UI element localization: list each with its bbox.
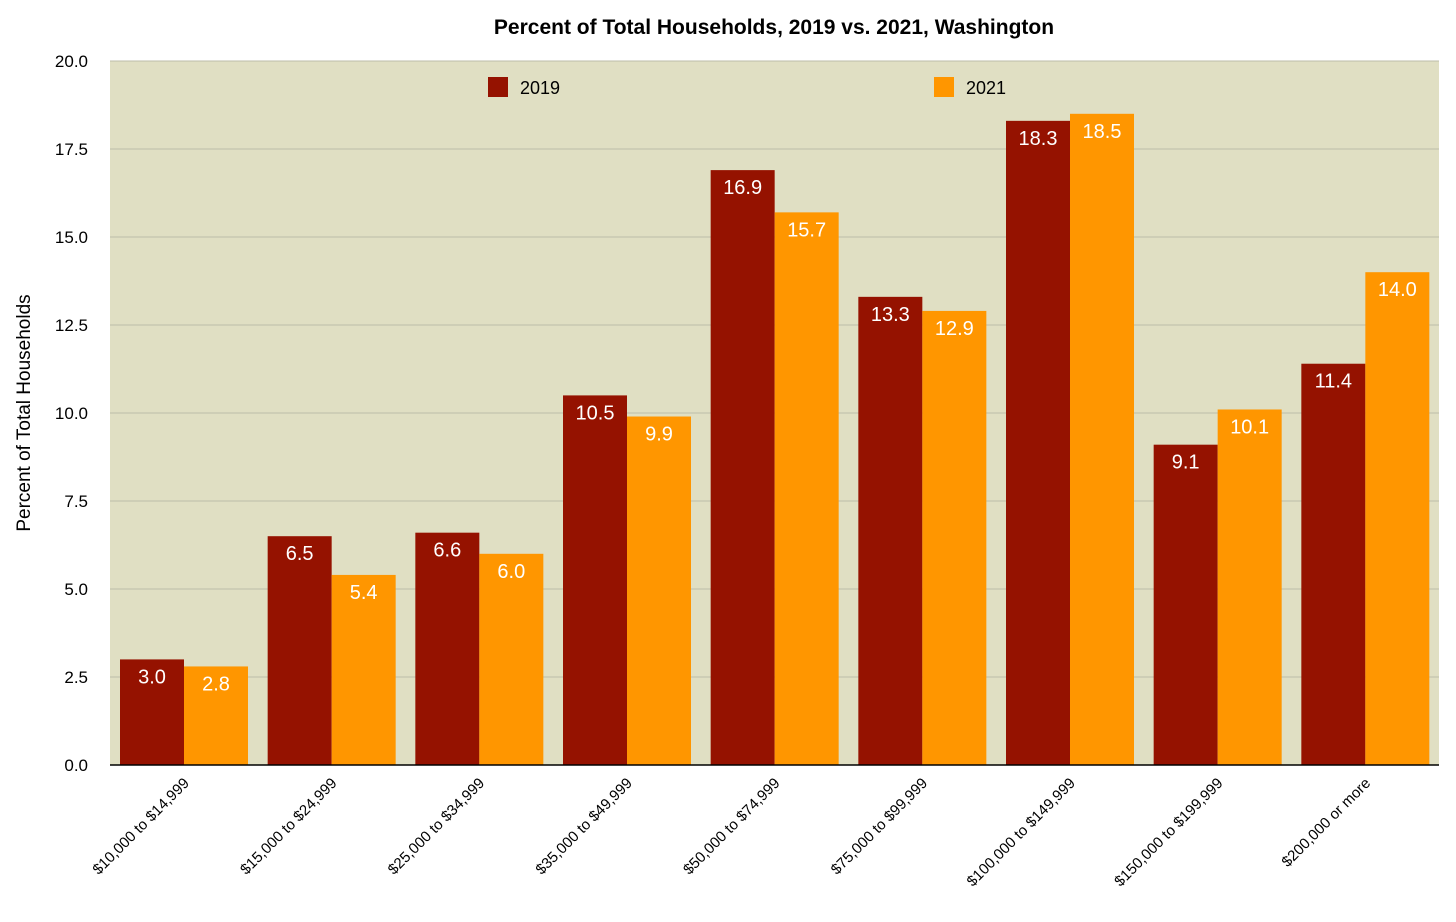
bar-value-label: 3.0 (138, 666, 166, 688)
x-tick-labels: $10,000 to $14,999 $15,000 to $24,999 $25,… (89, 775, 1374, 890)
bar-2019-0 (120, 659, 184, 765)
y-tick-label: 20.0 (55, 52, 88, 71)
chart-title: Percent of Total Households, 2019 vs. 20… (494, 16, 1054, 39)
bar-2019-7 (1153, 444, 1218, 765)
legend: 2019 2021 (488, 77, 1006, 98)
y-tick-label: 10.0 (55, 404, 88, 423)
bar-value-label: 2.8 (202, 673, 230, 695)
bar-value-label: 6.0 (497, 561, 525, 583)
x-tick-label: $200,000 or more (1278, 775, 1374, 871)
legend-label-2021: 2021 (966, 78, 1006, 98)
bar-value-label: 18.5 (1083, 121, 1122, 143)
bar-2019-4 (710, 170, 775, 765)
legend-swatch-2019 (488, 77, 508, 97)
x-tick-label: $10,000 to $14,999 (89, 775, 192, 878)
x-tick-label: $100,000 to $149,999 (964, 775, 1079, 890)
x-tick-label: $15,000 to $24,999 (237, 775, 340, 878)
legend-label-2019: 2019 (520, 78, 560, 98)
x-tick-label: $75,000 to $99,999 (828, 775, 931, 878)
x-tick-label: $150,000 to $199,999 (1111, 775, 1226, 890)
y-tick-label: 15.0 (55, 228, 88, 247)
bar-value-label: 12.9 (935, 318, 974, 340)
bar-2019-5 (858, 296, 923, 765)
legend-swatch-2021 (934, 77, 954, 97)
bars: 3.0 2.8 6.5 5.4 6.6 6.0 10.5 9.9 16.9 15.7 13.3 12.… (120, 113, 1430, 766)
y-tick-label: 0.0 (64, 756, 88, 775)
bar-2019-3 (563, 395, 627, 765)
bar-value-label: 6.5 (286, 543, 314, 565)
bar-value-label: 11.4 (1315, 371, 1352, 393)
x-tick-label: $50,000 to $74,999 (680, 775, 783, 878)
bar-2021-7 (1217, 409, 1282, 765)
bar-2019-6 (1006, 120, 1070, 766)
bar-value-label: 16.9 (723, 177, 762, 199)
bar-2019-8 (1301, 363, 1366, 765)
bar-value-label: 6.6 (433, 540, 461, 562)
y-tick-labels: 0.0 2.5 5.0 7.5 10.0 12.5 15.0 17.5 20.0 (55, 52, 88, 775)
bar-2021-4 (774, 212, 839, 766)
bar-value-label: 14.0 (1378, 279, 1417, 301)
x-tick-label: $35,000 to $49,999 (532, 775, 635, 878)
bar-2021-0 (184, 666, 248, 765)
bar-value-label: 10.1 (1230, 416, 1269, 438)
y-tick-label: 5.0 (64, 580, 88, 599)
bar-2021-1 (331, 574, 396, 765)
bar-value-label: 15.7 (787, 219, 826, 241)
y-axis-label: Percent of Total Households (14, 294, 35, 531)
bar-value-label: 10.5 (576, 402, 615, 424)
y-tick-label: 7.5 (64, 492, 88, 511)
bar-2019-1 (267, 536, 332, 765)
bar-value-label: 5.4 (350, 582, 378, 604)
y-tick-label: 2.5 (64, 668, 88, 687)
bar-value-label: 18.3 (1019, 128, 1058, 150)
bar-value-label: 13.3 (871, 304, 910, 326)
bar-2021-3 (627, 416, 691, 765)
bar-2021-8 (1365, 272, 1430, 765)
x-tick-label: $25,000 to $34,999 (385, 775, 488, 878)
bar-2021-2 (479, 553, 544, 765)
bar-2021-5 (922, 310, 987, 765)
y-tick-label: 17.5 (55, 140, 88, 159)
bar-2019-2 (415, 532, 480, 765)
y-tick-label: 12.5 (55, 316, 88, 335)
bar-value-label: 9.1 (1172, 452, 1200, 474)
bar-value-label: 9.9 (645, 424, 673, 446)
bar-2021-6 (1070, 113, 1134, 766)
